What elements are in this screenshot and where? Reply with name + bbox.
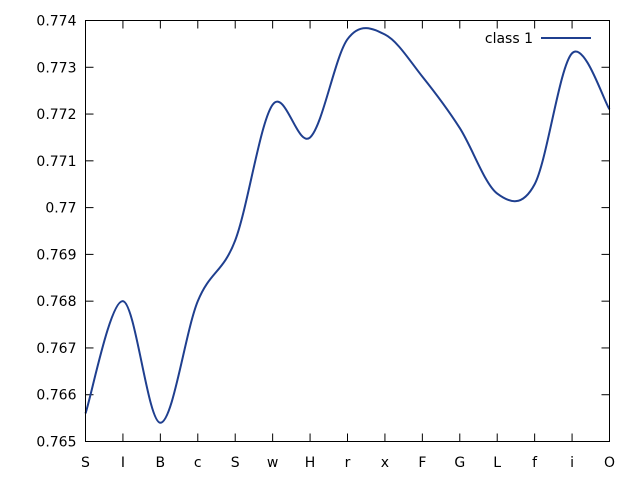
x-tick-label: B [156,455,166,471]
series-line-class-1 [84,27,611,424]
x-tick-label: S [81,455,90,471]
y-tick-label: 0.774 [36,14,76,30]
x-tick-label: L [493,455,501,471]
y-tick-label: 0.773 [36,60,76,76]
x-tick-label: H [305,455,316,471]
y-tick-label: 0.772 [36,107,76,123]
x-tick-label: f [532,455,538,471]
x-tick-label: F [418,455,426,471]
y-tick-label: 0.766 [36,388,76,404]
y-tick-label: 0.77 [45,201,76,217]
x-tick-label: G [454,455,465,471]
series-layer [84,27,611,424]
x-tick-label: i [570,455,574,471]
y-tick-label: 0.771 [36,154,76,170]
y-tick-label: 0.768 [36,294,76,310]
y-tick-label: 0.765 [36,435,76,451]
x-tick-label: O [604,455,615,471]
x-tick-label: S [231,455,240,471]
x-tick-label: c [194,455,202,471]
x-tick-label: w [267,455,278,471]
y-axis: 0.765 0.766 0.767 0.768 0.769 0.77 0.771 0.772 0… [36,14,610,451]
plot-frame [85,20,610,442]
legend: class 1 [485,31,591,47]
x-tick-label: r [345,455,351,471]
legend-label-class-1: class 1 [485,31,533,47]
y-tick-label: 0.767 [36,341,76,357]
x-tick-label: I [121,455,125,471]
y-tick-label: 0.769 [36,247,76,263]
x-tick-label: x [381,455,389,471]
